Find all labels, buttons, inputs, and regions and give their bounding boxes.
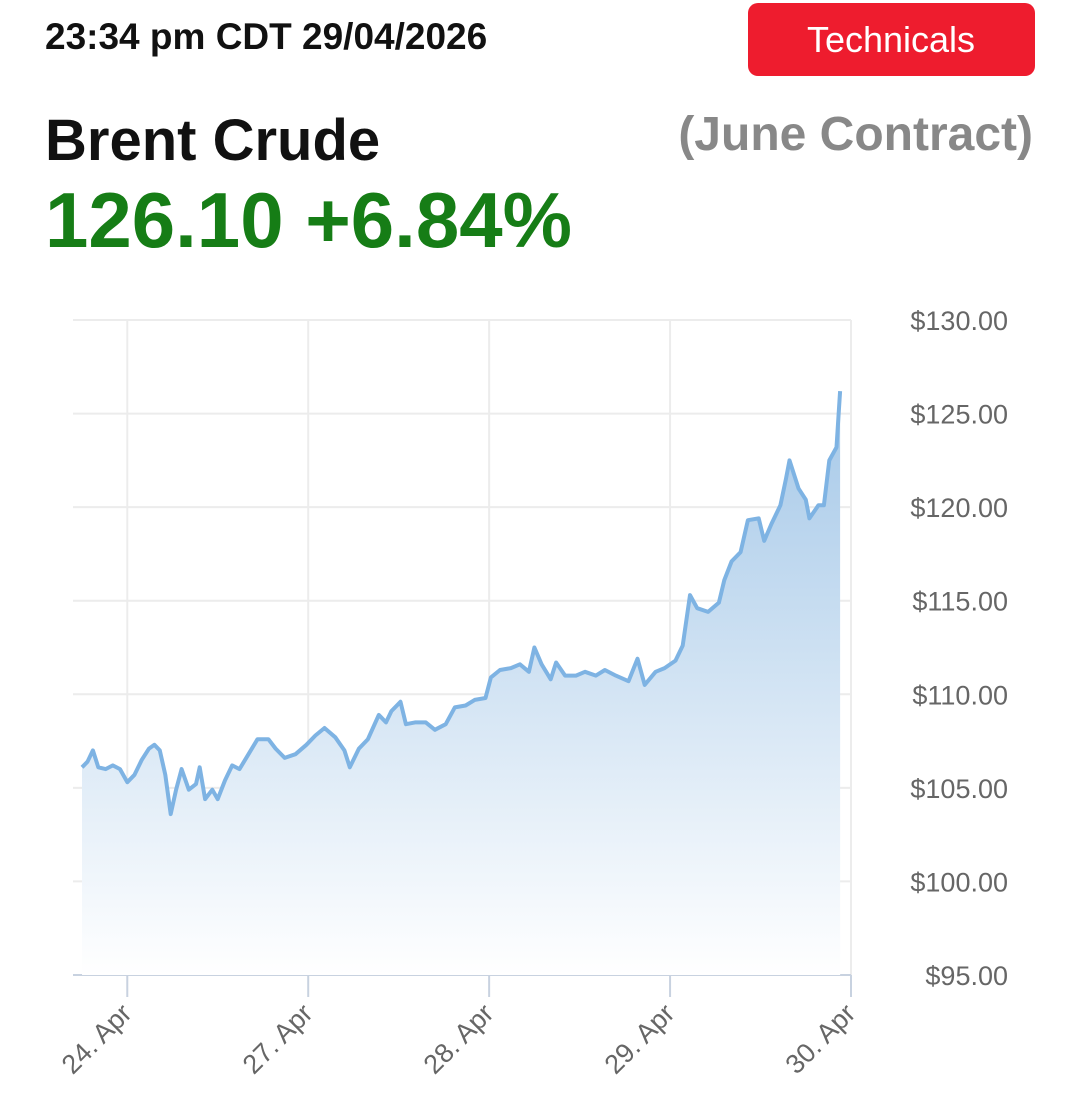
y-tick-label: $130.00 xyxy=(910,306,1008,336)
y-tick-label: $105.00 xyxy=(910,774,1008,804)
y-tick-label: $125.00 xyxy=(910,400,1008,430)
x-tick-label: 28. Apr xyxy=(418,998,500,1080)
y-tick-label: $95.00 xyxy=(925,961,1008,991)
change: +6.84% xyxy=(305,176,572,264)
x-tick-label: 29. Apr xyxy=(599,998,681,1080)
y-tick-label: $110.00 xyxy=(912,680,1008,710)
instrument-name: Brent Crude xyxy=(45,108,380,173)
y-tick-label: $115.00 xyxy=(912,587,1008,617)
x-tick-label: 30. Apr xyxy=(780,998,862,1080)
timestamp: 23:34 pm CDT 29/04/2026 xyxy=(45,16,487,57)
x-tick-label: 24. Apr xyxy=(56,998,138,1080)
y-tick-label: $120.00 xyxy=(910,493,1008,523)
y-tick-label: $100.00 xyxy=(910,867,1008,897)
quote: 126.10 +6.84% xyxy=(45,176,572,264)
chart: $95.00 $100.00 $105.00 $110.00 $115.00 $120.0… xyxy=(56,306,1008,1080)
area-fill xyxy=(82,391,841,976)
x-tick-label: 27. Apr xyxy=(237,998,319,1080)
price-line xyxy=(80,390,843,817)
contract: (June Contract) xyxy=(678,108,1033,161)
button-label[interactable]: Technicals xyxy=(807,19,975,60)
price: 126.10 xyxy=(45,176,284,264)
technicals-button[interactable] xyxy=(748,3,1035,76)
